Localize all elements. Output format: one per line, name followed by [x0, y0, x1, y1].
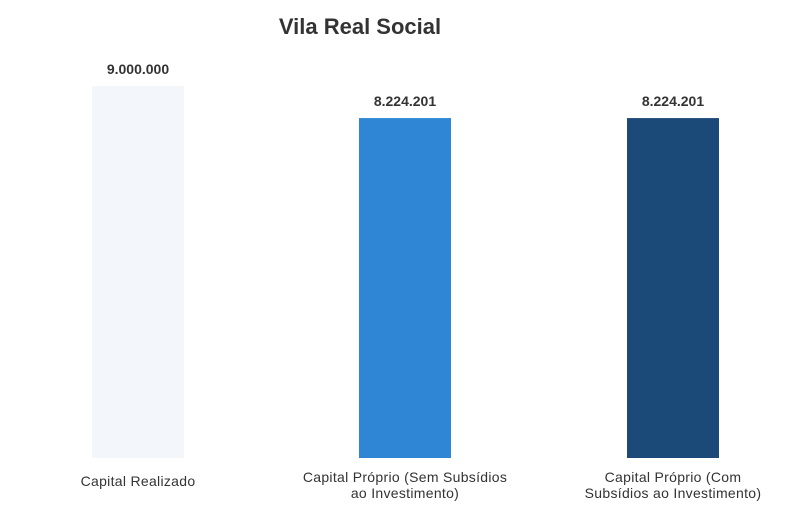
category-label-line: Capital Próprio (Com [605, 469, 742, 485]
category-label-line: Capital Próprio (Sem Subsídios [303, 469, 507, 485]
bar-value-label-1: 9.000.000 [107, 61, 169, 77]
category-label-2: Capital Próprio (Sem Subsídios ao Investi… [303, 469, 507, 501]
bar-value-label-3: 8.224.201 [642, 93, 704, 109]
category-label-line: ao Investimento) [351, 485, 459, 501]
category-label-line: Subsídios ao Investimento) [585, 485, 762, 501]
category-label-1: Capital Realizado [81, 473, 196, 489]
bar-2 [359, 118, 451, 459]
chart-title: Vila Real Social [278, 14, 442, 39]
bar-value-label-2: 8.224.201 [374, 93, 436, 109]
bar-3 [627, 118, 719, 459]
bar-1 [92, 86, 184, 458]
category-label-line: Capital Realizado [81, 473, 196, 489]
category-label-3: Capital Próprio (Com Subsídios ao Investi… [585, 469, 762, 501]
